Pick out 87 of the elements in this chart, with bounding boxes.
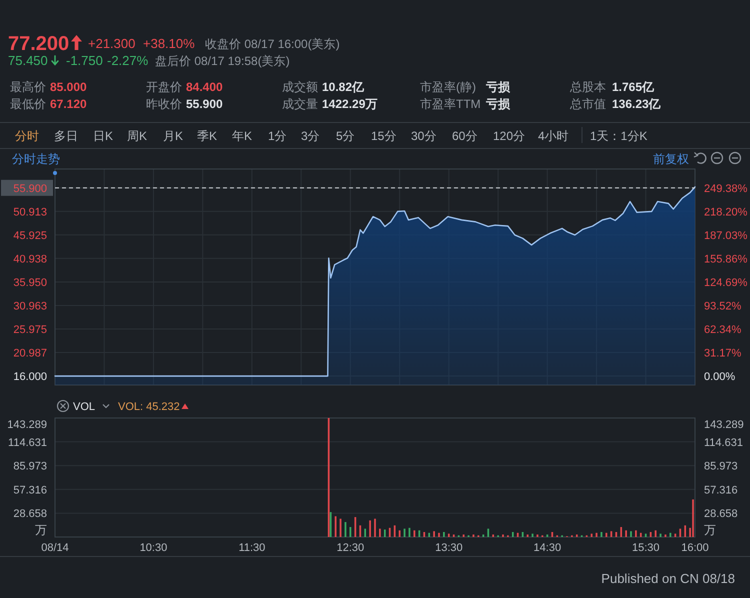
text: 30分 bbox=[411, 129, 436, 143]
text: 10.82亿 bbox=[322, 80, 366, 94]
text: 136.23亿 bbox=[612, 97, 662, 111]
y2-tick-label: 114.631 bbox=[704, 436, 743, 449]
text: 1天：1分K bbox=[590, 129, 648, 143]
text: -2.27% bbox=[107, 53, 149, 68]
chart-title: VOL bbox=[73, 401, 96, 413]
text: 市盈率TTM bbox=[420, 97, 481, 111]
x-tick-label: 10:30 bbox=[140, 542, 168, 554]
y-tick-label: 114.631 bbox=[8, 436, 47, 449]
text: 最低价 bbox=[10, 97, 46, 111]
text: VOL: 45.232 bbox=[118, 401, 180, 413]
y2-tick-label: 93.52% bbox=[704, 300, 742, 312]
text: 盘后价 08/17 19:58(美东) bbox=[155, 54, 290, 68]
text: 55.900 bbox=[186, 97, 224, 111]
y-tick-label: 40.938 bbox=[13, 253, 47, 266]
text: 收盘价 08/17 16:00(美东) bbox=[205, 37, 340, 51]
text: 多日 bbox=[54, 129, 78, 143]
text: 年K bbox=[232, 129, 252, 143]
y2-tick-label: 249.38% bbox=[704, 182, 748, 195]
text: 日K bbox=[93, 129, 114, 143]
y2-tick-label: 0.00% bbox=[704, 371, 736, 384]
text: 月K bbox=[163, 129, 184, 143]
text: +38.10% bbox=[143, 36, 196, 51]
y-tick-label: 143.289 bbox=[7, 419, 47, 431]
text: 亏损 bbox=[485, 80, 511, 94]
y2-tick-label: 62.34% bbox=[704, 324, 742, 336]
text: 60分 bbox=[452, 129, 478, 143]
text: Published on CN 08/18 bbox=[601, 571, 735, 586]
text: +21.300 bbox=[88, 36, 136, 51]
text: 最高价 bbox=[10, 80, 46, 94]
y-tick-label: 57.316 bbox=[13, 484, 47, 496]
y-tick-label: 20.987 bbox=[13, 348, 47, 360]
y2-tick-label: 143.289 bbox=[704, 419, 744, 431]
text: 1.765亿 bbox=[612, 80, 656, 94]
text: 67.120 bbox=[50, 97, 88, 111]
text: 总市值 bbox=[569, 97, 606, 111]
y-axis-title: 万 bbox=[35, 523, 47, 537]
x-tick-label: 11:30 bbox=[238, 542, 266, 554]
y-tick-label: 50.913 bbox=[13, 206, 47, 218]
y-tick-label: 45.925 bbox=[13, 230, 47, 242]
text: 季K bbox=[197, 129, 218, 143]
text: 分时 bbox=[15, 129, 39, 143]
text: 85.000 bbox=[50, 80, 88, 94]
y-tick-label: 25.975 bbox=[13, 324, 47, 336]
text: 5分 bbox=[336, 129, 355, 143]
y-tick-label: 85.973 bbox=[13, 460, 47, 473]
text: 亏损 bbox=[485, 97, 511, 111]
x-tick-label: 15:30 bbox=[632, 542, 660, 554]
text: 前复权 bbox=[653, 152, 689, 166]
text: 84.400 bbox=[186, 80, 224, 94]
chart-title: 分时走势 bbox=[12, 152, 60, 166]
text: 市盈率(静) bbox=[420, 80, 476, 94]
text: 昨收价 bbox=[146, 97, 182, 111]
y2-tick-label: 57.316 bbox=[704, 484, 738, 496]
y2-tick-label: 31.17% bbox=[704, 348, 742, 360]
x-tick-label: 16:00 bbox=[681, 542, 709, 554]
text: 15分 bbox=[371, 129, 396, 143]
y-tick-label: 35.950 bbox=[13, 276, 47, 289]
x-tick-label: 14:30 bbox=[534, 542, 562, 554]
text: 75.450 bbox=[8, 53, 48, 68]
y2-tick-label: 155.86% bbox=[704, 253, 748, 266]
x-tick-label: 13:30 bbox=[435, 542, 463, 554]
text: 开盘价 bbox=[146, 80, 182, 94]
y-tick-label: 55.900 bbox=[13, 182, 47, 195]
text: 1422.29万 bbox=[322, 97, 378, 111]
text: 总股本 bbox=[569, 80, 606, 94]
y2-tick-label: 218.20% bbox=[704, 206, 748, 218]
y-tick-label: 30.963 bbox=[13, 300, 47, 312]
text: 77.200 bbox=[8, 33, 70, 55]
text: 1分 bbox=[268, 129, 287, 143]
y-tick-label: 28.658 bbox=[13, 508, 47, 520]
text: -1.750 bbox=[66, 53, 103, 68]
y2-axis-title: 万 bbox=[704, 523, 716, 537]
y2-tick-label: 28.658 bbox=[704, 508, 738, 520]
y2-tick-label: 85.973 bbox=[704, 460, 738, 473]
text: 120分 bbox=[493, 129, 526, 143]
y2-tick-label: 187.03% bbox=[704, 230, 748, 242]
y-tick-label: 16.000 bbox=[13, 371, 47, 384]
y2-tick-label: 124.69% bbox=[704, 276, 748, 289]
text: 周K bbox=[127, 129, 148, 143]
text: 3分 bbox=[301, 129, 320, 143]
x-tick-label: 12:30 bbox=[336, 542, 364, 554]
text: 成交额 bbox=[282, 80, 318, 94]
text: 4小时 bbox=[538, 129, 569, 143]
text: 成交量 bbox=[282, 97, 318, 111]
x-tick-label: 08/14 bbox=[41, 542, 69, 554]
